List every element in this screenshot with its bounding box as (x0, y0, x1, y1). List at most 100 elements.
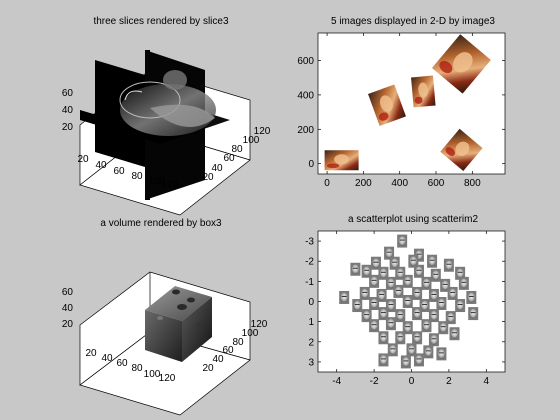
face-thumbnail-point (387, 343, 398, 357)
box-y-tick: 100 (242, 328, 259, 339)
face-thumbnail-point (436, 347, 447, 361)
images-title: 5 images displayed in 2-D by image3 (331, 16, 495, 27)
face-thumbnail-point (402, 321, 413, 335)
face-thumbnail-point (400, 355, 411, 369)
face-thumbnail-point (378, 266, 389, 280)
face-thumbnail-point (406, 343, 417, 357)
slices-x-tick: 40 (95, 160, 107, 171)
face-thumbnail-point (395, 309, 406, 323)
box-z-tick: 40 (62, 303, 74, 314)
images-subplot: 5 images displayed in 2-D by image3 0 200… (297, 16, 506, 189)
face-thumbnail-point (449, 327, 460, 341)
x-tick-label: 2 (446, 376, 452, 387)
placed-image (411, 75, 436, 108)
face-thumbnail-point (389, 256, 400, 270)
3d-tick-labels: 60 40 20 20 40 60 80 100 120 20 40 60 80… (62, 88, 271, 384)
box-title: a volume rendered by box3 (100, 218, 222, 229)
face-thumbnail-point (395, 266, 406, 280)
face-thumbnail-point (402, 295, 413, 308)
face-thumbnail-point (455, 299, 466, 313)
placed-image (368, 84, 406, 126)
face-thumbnail-point (385, 317, 396, 331)
y-tick-label: -1 (305, 277, 314, 288)
face-thumbnail-point (413, 353, 424, 367)
x-tick-label: -4 (332, 376, 341, 387)
face-thumbnail-point (413, 264, 424, 278)
face-thumbnail-point (369, 319, 380, 333)
face-thumbnail-point (393, 284, 404, 298)
face-thumbnail-point (466, 290, 477, 304)
slices-x-tick: 60 (113, 166, 125, 177)
face-thumbnail-point (352, 299, 363, 313)
face-thumbnail-point (359, 286, 370, 300)
slices-title: three slices rendered by slice3 (93, 16, 229, 27)
x-tick-label: 600 (428, 178, 445, 189)
box-y-tick: 40 (212, 354, 224, 365)
face-thumbnail-point (339, 290, 350, 304)
slices-x-tick: 20 (77, 154, 89, 165)
face-thumbnail-point (419, 299, 430, 313)
box-subplot: a volume rendered by box3 (79, 218, 251, 416)
placed-image (324, 150, 359, 171)
volume-box-front (145, 310, 182, 362)
placed-image (431, 34, 491, 94)
face-thumbnail-point (440, 278, 451, 292)
face-thumbnail-point (378, 331, 389, 345)
slices-x-tick: 80 (131, 171, 143, 182)
face-thumbnail-point (376, 288, 387, 302)
x-tick-label: 400 (391, 178, 408, 189)
box-x-tick: 100 (144, 369, 161, 380)
slices-y-tick: 40 (211, 163, 223, 174)
y-tick-label: 2 (308, 337, 314, 348)
slices-subplot: three slices rendered by slice3 (79, 16, 251, 216)
face-thumbnail-point (421, 319, 432, 333)
slices-z-tick: 40 (62, 105, 74, 116)
face-thumbnail-point (445, 311, 456, 325)
slices-y-tick: 60 (223, 153, 235, 164)
x-tick-label: 800 (464, 178, 481, 189)
slices-z-tick: 20 (62, 122, 74, 133)
face-thumbnail-point (395, 331, 406, 345)
face-thumbnail-point (428, 333, 439, 347)
face-thumbnail-point (397, 234, 408, 248)
face-thumbnail-point (361, 264, 372, 278)
face-thumbnail-point (458, 276, 469, 290)
slices-x-tick: 120 (162, 179, 179, 190)
face-thumbnail-point (370, 256, 381, 270)
slices-y-tick: 20 (202, 172, 214, 183)
slices-y-tick: 80 (231, 144, 243, 155)
face-thumbnail-point (350, 262, 361, 276)
slices-y-tick: 120 (254, 126, 271, 137)
face-thumbnail-point (369, 297, 380, 311)
box-y-tick: 120 (251, 319, 268, 330)
face-thumbnail-point (361, 309, 372, 323)
x-tick-label: 0 (409, 376, 415, 387)
scatter-subplot: a scatterplot using scatterim2 -4 -2 0 2 4 -3… (305, 214, 506, 387)
face-thumbnail-point (455, 266, 466, 280)
x-tick-label: 200 (355, 178, 372, 189)
y-tick-label: 0 (308, 159, 314, 170)
face-thumbnail-point (408, 254, 419, 268)
face-thumbnail-point (430, 268, 441, 282)
face-thumbnail-point (369, 274, 380, 288)
box-x-tick: 80 (131, 363, 143, 374)
scatter-title: a scatterplot using scatterim2 (348, 214, 478, 225)
volume-box-side (182, 297, 212, 362)
box-x-tick: 120 (159, 373, 176, 384)
face-thumbnail-point (385, 299, 396, 313)
face-thumbnail-point (468, 307, 479, 321)
y-tick-label: 600 (297, 56, 314, 67)
face-thumbnail-point (423, 345, 434, 359)
face-thumbnail-point (412, 286, 423, 300)
face-thumbnail-point (436, 297, 447, 311)
y-tick-label: 200 (297, 125, 314, 136)
face-thumbnail-point (421, 276, 432, 290)
y-tick-label: 3 (308, 357, 314, 368)
volume-box-top (145, 286, 212, 321)
box-y-tick: 20 (202, 363, 214, 374)
face-thumbnail-point (428, 309, 439, 323)
face-thumbnail-point (412, 331, 423, 345)
box-z-tick: 60 (62, 287, 74, 298)
